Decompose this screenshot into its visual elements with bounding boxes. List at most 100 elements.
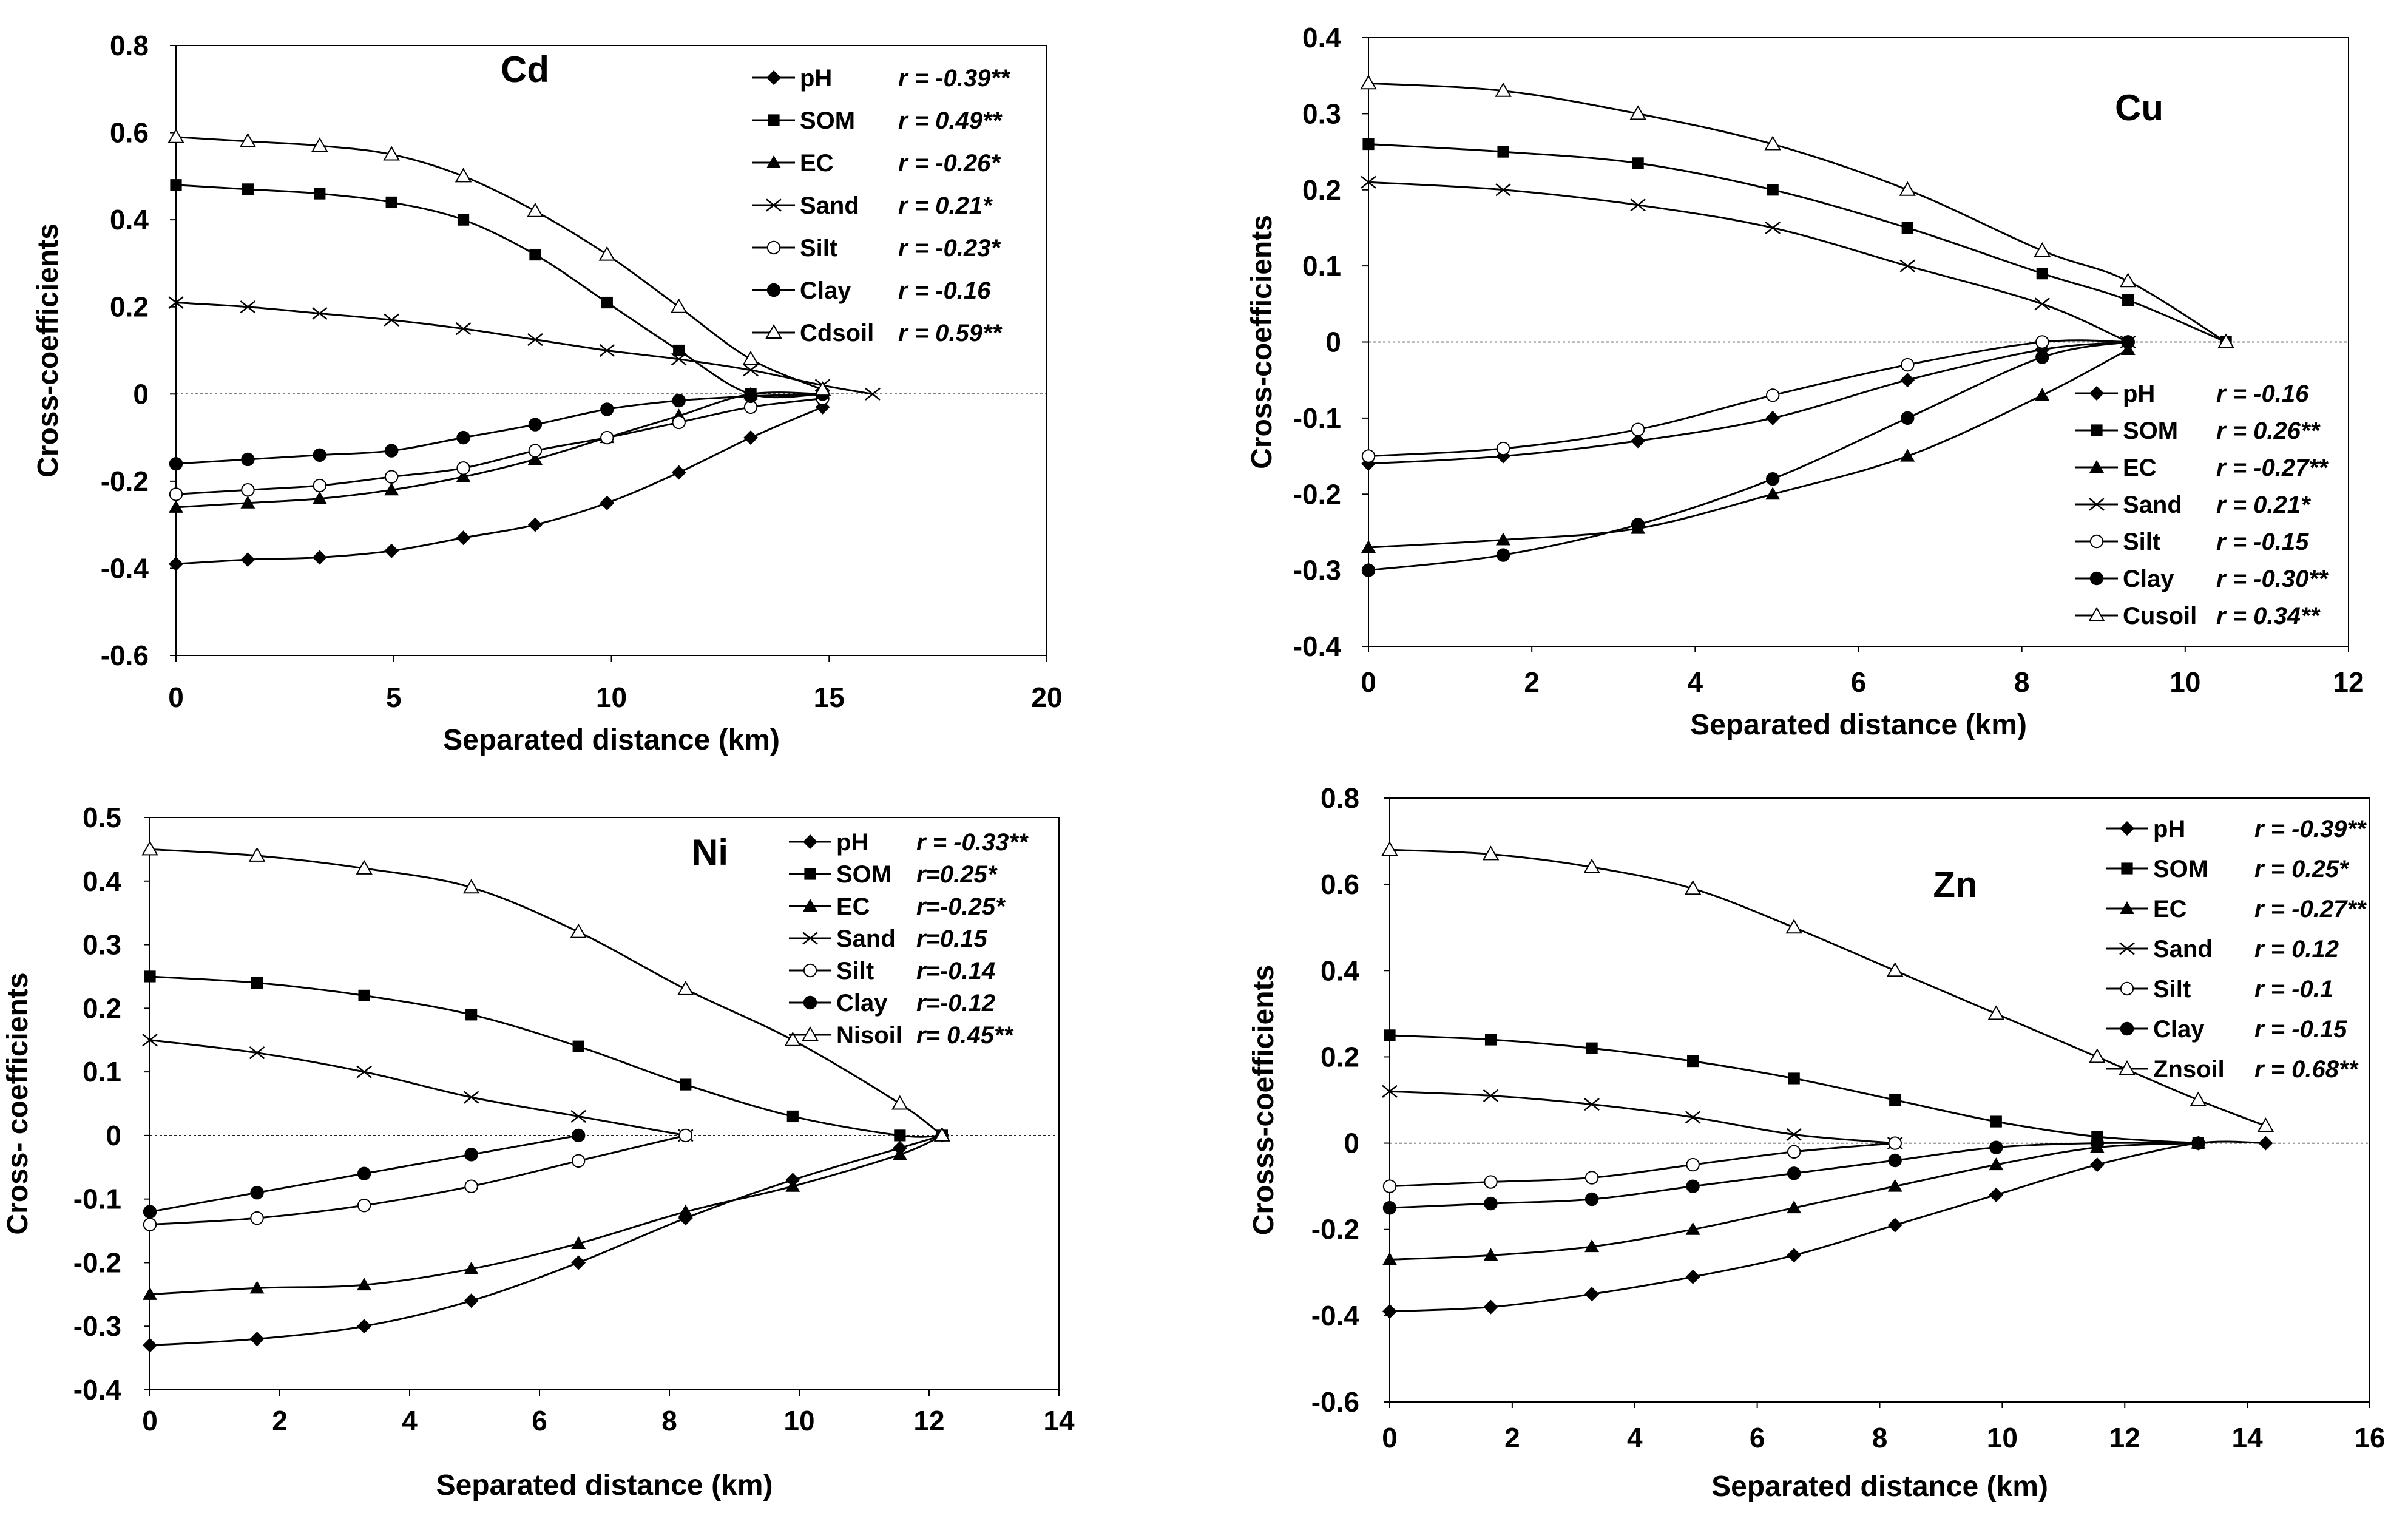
- data-point: [1900, 449, 1915, 462]
- y-tick-label: 0.1: [83, 1056, 121, 1088]
- data-point: [600, 402, 614, 416]
- series-sand: [168, 296, 881, 401]
- correlation-label: r=-0.14: [916, 958, 995, 984]
- data-point: [1495, 183, 1511, 197]
- data-point: [463, 1091, 479, 1104]
- data-point: [357, 1166, 371, 1180]
- data-point: [572, 1040, 584, 1052]
- legend-label: Sand: [2123, 492, 2182, 518]
- series-line: [1368, 181, 2129, 343]
- data-point: [142, 1034, 158, 1047]
- legend-label: EC: [2153, 896, 2187, 922]
- data-point: [1686, 1157, 1700, 1172]
- x-tick-label: 6: [1750, 1422, 1765, 1454]
- legend-marker: [803, 834, 817, 849]
- y-tick-label: -0.4: [73, 1374, 122, 1406]
- data-point: [1360, 75, 1377, 90]
- data-point: [1584, 1287, 1600, 1302]
- legend-marker: [766, 283, 781, 297]
- legend-marker: [768, 114, 780, 126]
- data-point: [933, 1126, 951, 1142]
- legend-label: Silt: [2153, 976, 2191, 1003]
- data-point: [456, 430, 470, 445]
- legend-entry: Cdsoil r = 0.59**: [752, 320, 1003, 347]
- legend-entry: EC r = -0.27**: [2106, 896, 2367, 922]
- series-cdsoil: [167, 128, 831, 396]
- legend-marker: [766, 198, 782, 212]
- chart-title: Cu: [2115, 87, 2163, 128]
- series-nisoil: [141, 841, 951, 1142]
- legend-marker: [766, 70, 781, 85]
- data-point: [1899, 259, 1916, 272]
- data-point: [600, 430, 614, 445]
- y-tick-label: -0.4: [1311, 1300, 1360, 1332]
- y-tick-label: -0.6: [101, 640, 149, 671]
- data-point: [1787, 1166, 1801, 1180]
- legend-marker: [2119, 1060, 2136, 1075]
- legend-label: Cusoil: [2123, 603, 2197, 629]
- data-point: [311, 137, 328, 152]
- data-point: [383, 146, 400, 161]
- correlation-label: r = 0.21*: [2216, 492, 2312, 518]
- series-line: [1389, 1140, 2266, 1313]
- data-point: [1989, 1157, 2004, 1171]
- legend-marker: [802, 1026, 819, 1041]
- data-point: [527, 202, 544, 217]
- legend-entry: pH r = -0.16: [2075, 381, 2309, 407]
- data-point: [1382, 1179, 1397, 1193]
- data-point: [1787, 1145, 1801, 1159]
- series-ec: [1361, 342, 2136, 553]
- y-tick-label: 0: [106, 1120, 121, 1151]
- data-point: [1631, 422, 1645, 436]
- data-point: [571, 1236, 586, 1250]
- data-point: [673, 344, 685, 357]
- data-point: [785, 1179, 800, 1192]
- series-znsoil: [1381, 841, 2274, 1132]
- correlation-label: r=0.25*: [916, 861, 998, 888]
- data-point: [1887, 1217, 1902, 1233]
- legend-label: SOM: [2123, 418, 2178, 444]
- correlation-label: r = -0.33**: [916, 829, 1029, 856]
- correlation-label: r = 0.12: [2254, 936, 2339, 963]
- data-point: [677, 980, 694, 995]
- y-tick-label: -0.2: [101, 465, 149, 497]
- data-point: [671, 353, 687, 366]
- data-point: [357, 1319, 372, 1334]
- y-tick-label: 0.6: [1321, 868, 1359, 900]
- legend-label: SOM: [836, 861, 891, 888]
- data-point: [250, 1211, 264, 1225]
- legend-marker: [2120, 821, 2134, 836]
- x-tick-label: 10: [2170, 666, 2200, 698]
- correlation-label: r = -0.39**: [2254, 816, 2367, 842]
- data-point: [1482, 845, 1500, 861]
- data-point: [1629, 105, 1646, 120]
- legend-marker: [2120, 901, 2134, 914]
- legend-marker: [2089, 571, 2104, 586]
- data-point: [2035, 350, 2049, 364]
- legend-label: pH: [2153, 816, 2185, 842]
- data-point: [527, 333, 543, 347]
- data-point: [1483, 1248, 1498, 1261]
- correlation-label: r=-0.25*: [916, 893, 1006, 920]
- y-tick-label: 0.3: [83, 929, 121, 961]
- data-point: [167, 128, 184, 143]
- series-line: [175, 391, 823, 509]
- x-tick-label: 8: [661, 1405, 677, 1437]
- y-tick-label: 0: [1344, 1128, 1359, 1159]
- correlation-label: r = -0.27**: [2254, 896, 2367, 922]
- legend-label: Clay: [2123, 566, 2174, 592]
- y-tick-label: 0.3: [1302, 98, 1341, 129]
- data-point: [1765, 221, 1781, 235]
- x-tick-label: 2: [272, 1405, 288, 1437]
- legend-marker: [2089, 498, 2105, 511]
- data-point: [1484, 1196, 1498, 1211]
- data-point: [1901, 411, 1915, 425]
- y-tick-label: -0.2: [1293, 478, 1341, 510]
- legend-label: pH: [2123, 381, 2155, 407]
- legend-label: Clay: [836, 990, 888, 1017]
- legend-label: pH: [836, 829, 868, 856]
- data-point: [384, 470, 399, 484]
- data-point: [169, 456, 183, 471]
- correlation-label: r = 0.26**: [2216, 418, 2321, 444]
